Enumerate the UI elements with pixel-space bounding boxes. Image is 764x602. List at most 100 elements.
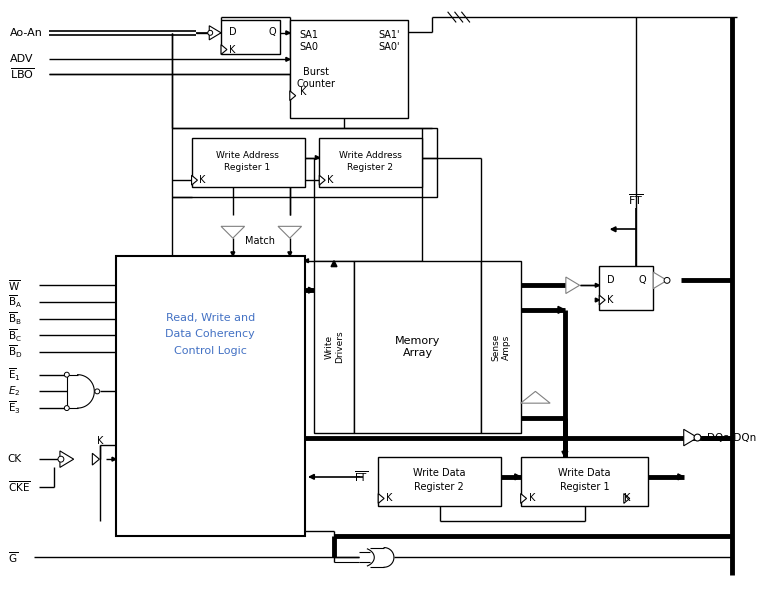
Bar xyxy=(290,20,408,118)
Bar xyxy=(314,261,354,433)
Polygon shape xyxy=(316,155,319,160)
Circle shape xyxy=(64,406,70,411)
Polygon shape xyxy=(378,494,384,503)
Text: SA0': SA0' xyxy=(378,42,400,52)
Polygon shape xyxy=(678,474,684,480)
Polygon shape xyxy=(286,57,290,61)
Circle shape xyxy=(95,389,100,394)
Circle shape xyxy=(64,372,70,377)
Polygon shape xyxy=(286,31,290,35)
Text: Sense
Amps: Sense Amps xyxy=(491,334,510,361)
Polygon shape xyxy=(331,261,337,267)
Text: K: K xyxy=(199,175,206,185)
Text: SA1: SA1 xyxy=(299,29,319,40)
Bar xyxy=(378,457,501,506)
Bar xyxy=(221,20,280,54)
Text: $\overline{\rm B}_{\rm D}$: $\overline{\rm B}_{\rm D}$ xyxy=(8,344,22,360)
Polygon shape xyxy=(562,452,568,457)
Polygon shape xyxy=(309,287,314,293)
Circle shape xyxy=(664,278,670,284)
Bar xyxy=(599,265,653,310)
Bar xyxy=(319,138,422,187)
Polygon shape xyxy=(290,91,296,101)
Text: ADV: ADV xyxy=(10,54,34,64)
Text: Register 2: Register 2 xyxy=(348,163,393,172)
Text: K: K xyxy=(529,494,535,503)
Polygon shape xyxy=(192,175,197,185)
Text: K: K xyxy=(299,87,306,97)
Text: Ao-An: Ao-An xyxy=(10,28,43,38)
Text: Write Address: Write Address xyxy=(339,151,402,160)
Polygon shape xyxy=(221,226,244,238)
Text: D: D xyxy=(607,275,615,285)
Polygon shape xyxy=(595,284,599,287)
Text: K: K xyxy=(624,494,630,503)
Polygon shape xyxy=(209,26,221,40)
Polygon shape xyxy=(684,429,698,446)
Text: K: K xyxy=(97,436,103,447)
Bar xyxy=(520,457,649,506)
Text: Write Address: Write Address xyxy=(216,151,279,160)
Polygon shape xyxy=(309,474,314,479)
Text: Q: Q xyxy=(268,27,276,37)
Polygon shape xyxy=(231,252,235,256)
Polygon shape xyxy=(60,451,73,467)
Polygon shape xyxy=(221,45,227,54)
Text: CK: CK xyxy=(8,454,22,464)
Text: SA0: SA0 xyxy=(299,42,319,52)
Circle shape xyxy=(208,30,212,36)
Text: Q: Q xyxy=(639,275,646,285)
Polygon shape xyxy=(624,494,630,503)
Text: Register 1: Register 1 xyxy=(225,163,270,172)
Text: Write
Drivers: Write Drivers xyxy=(324,331,344,364)
Text: DQa-DQn: DQa-DQn xyxy=(707,433,756,442)
Text: $\overline{\rm FT}$: $\overline{\rm FT}$ xyxy=(354,470,368,484)
Polygon shape xyxy=(288,252,292,256)
Text: Read, Write and: Read, Write and xyxy=(166,312,255,323)
Text: Control Logic: Control Logic xyxy=(173,346,247,356)
Text: K: K xyxy=(607,295,613,305)
Polygon shape xyxy=(92,453,99,465)
Text: Data Coherency: Data Coherency xyxy=(165,329,255,340)
Polygon shape xyxy=(653,272,667,288)
Bar xyxy=(354,261,481,433)
Text: Register 1: Register 1 xyxy=(560,482,610,492)
Text: SA1': SA1' xyxy=(378,29,400,40)
Text: $\overline{\rm B}_{\rm A}$: $\overline{\rm B}_{\rm A}$ xyxy=(8,294,22,310)
Bar xyxy=(172,128,437,197)
Text: $\overline{\rm B}_{\rm C}$: $\overline{\rm B}_{\rm C}$ xyxy=(8,327,21,344)
Text: Memory
Array: Memory Array xyxy=(395,337,440,358)
Polygon shape xyxy=(520,391,550,403)
Polygon shape xyxy=(611,227,616,232)
Polygon shape xyxy=(558,306,565,313)
Bar xyxy=(481,261,520,433)
Polygon shape xyxy=(520,494,526,503)
Polygon shape xyxy=(305,259,309,262)
Text: Counter: Counter xyxy=(297,79,336,89)
Text: Write Data: Write Data xyxy=(558,468,610,478)
Text: $\overline{\rm E}_1$: $\overline{\rm E}_1$ xyxy=(8,367,21,383)
Text: $\overline{\rm LBO}$: $\overline{\rm LBO}$ xyxy=(10,67,34,81)
Text: $E_2$: $E_2$ xyxy=(8,385,21,399)
Polygon shape xyxy=(566,277,580,294)
Circle shape xyxy=(58,456,64,462)
Text: Burst: Burst xyxy=(303,67,329,77)
Text: $\overline{\rm CKE}$: $\overline{\rm CKE}$ xyxy=(8,479,31,494)
Polygon shape xyxy=(278,226,302,238)
Text: $\overline{\rm G}$: $\overline{\rm G}$ xyxy=(8,550,18,565)
Text: $\overline{\rm B}_{\rm B}$: $\overline{\rm B}_{\rm B}$ xyxy=(8,311,21,327)
Text: $\overline{\rm E}_3$: $\overline{\rm E}_3$ xyxy=(8,400,21,416)
Circle shape xyxy=(694,434,701,441)
Text: K: K xyxy=(229,45,235,55)
Text: K: K xyxy=(327,175,334,185)
Polygon shape xyxy=(515,474,520,480)
Polygon shape xyxy=(112,457,116,461)
Polygon shape xyxy=(595,298,599,302)
Text: D: D xyxy=(229,27,237,37)
Text: Register 2: Register 2 xyxy=(414,482,464,492)
Bar xyxy=(116,256,305,536)
Text: $\overline{\rm W}$: $\overline{\rm W}$ xyxy=(8,278,20,293)
Polygon shape xyxy=(319,175,325,185)
Text: K: K xyxy=(386,494,393,503)
Polygon shape xyxy=(599,295,605,305)
